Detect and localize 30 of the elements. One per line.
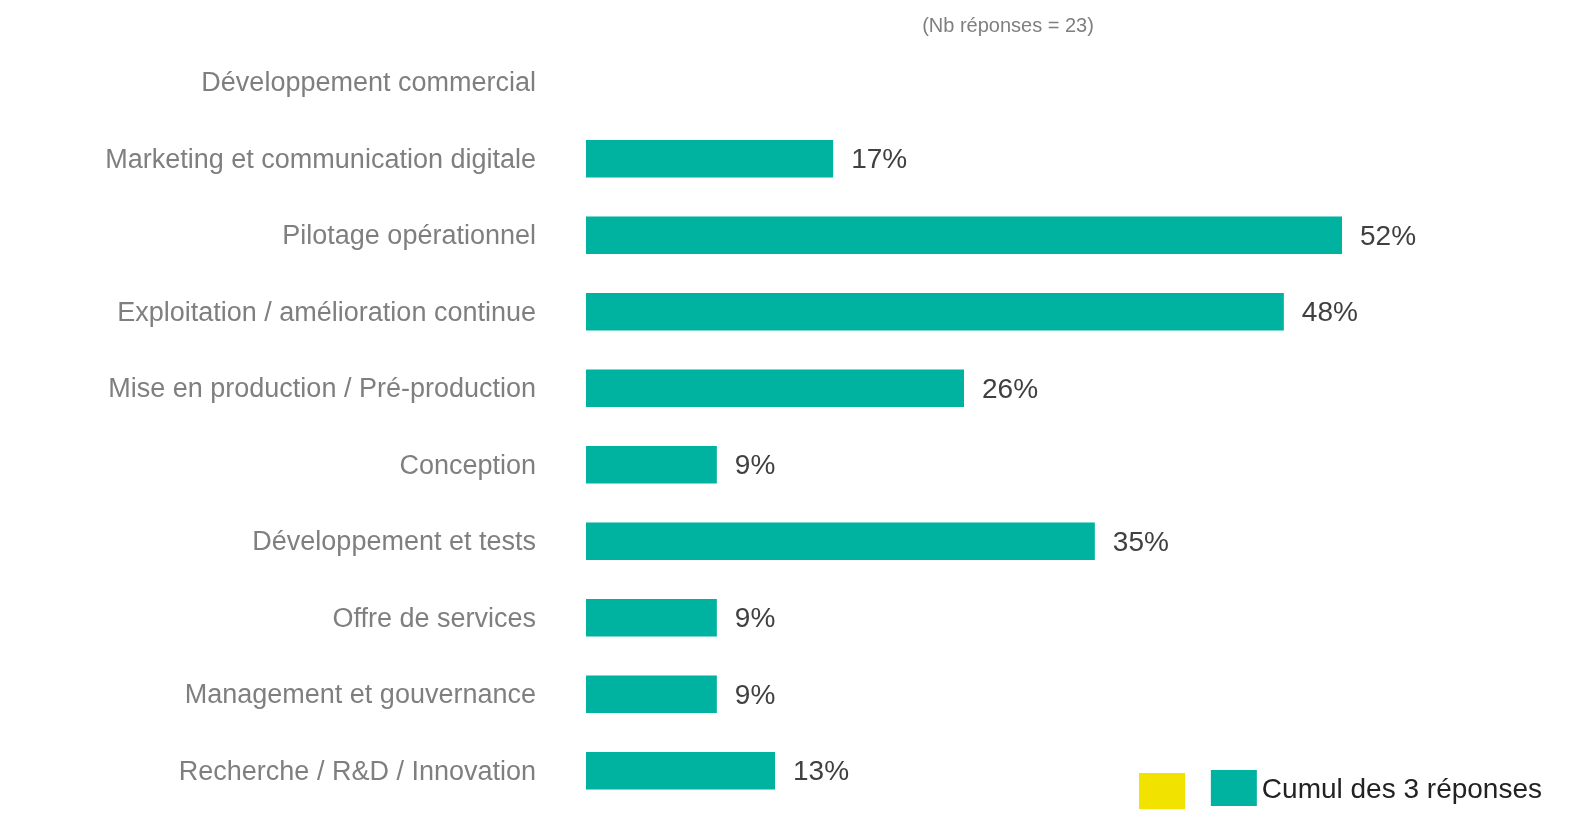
data-label: 9%: [734, 678, 776, 710]
data-label: 17%: [851, 143, 908, 175]
y-tick-label: Mise en production / Pré-production: [108, 373, 536, 404]
data-label: 35%: [1112, 525, 1169, 557]
y-tick-label: Exploitation / amélioration continue: [117, 296, 536, 327]
bar: [586, 446, 717, 484]
bar: [586, 599, 717, 637]
bar: [586, 293, 1284, 331]
bar: [586, 140, 834, 178]
y-tick-label: Conception: [399, 449, 536, 480]
y-tick-label: Marketing et communication digitale: [105, 143, 536, 174]
bar: [586, 752, 775, 790]
y-tick-label: Management et gouvernance: [184, 679, 536, 710]
y-tick-label: Pilotage opérationnel: [282, 220, 536, 251]
data-label: 13%: [793, 755, 850, 787]
bar: [586, 369, 964, 407]
data-label: 9%: [734, 602, 776, 634]
data-label: 9%: [734, 449, 776, 481]
data-label: 26%: [982, 372, 1039, 404]
bar: [586, 522, 1095, 560]
legend-label: Cumul des 3 réponses: [1261, 772, 1543, 804]
y-tick-label: Développement et tests: [252, 526, 536, 557]
bar: [586, 216, 1342, 254]
y-tick-label: Recherche / R&D / Innovation: [178, 755, 536, 786]
chart-subtitle: (Nb réponses = 23): [922, 14, 1094, 36]
y-tick-label: Offre de services: [332, 602, 536, 633]
y-tick-label: Développement commercial: [201, 67, 536, 98]
data-label: 52%: [1360, 219, 1417, 251]
data-label: 48%: [1301, 296, 1358, 328]
bar: [586, 675, 717, 713]
